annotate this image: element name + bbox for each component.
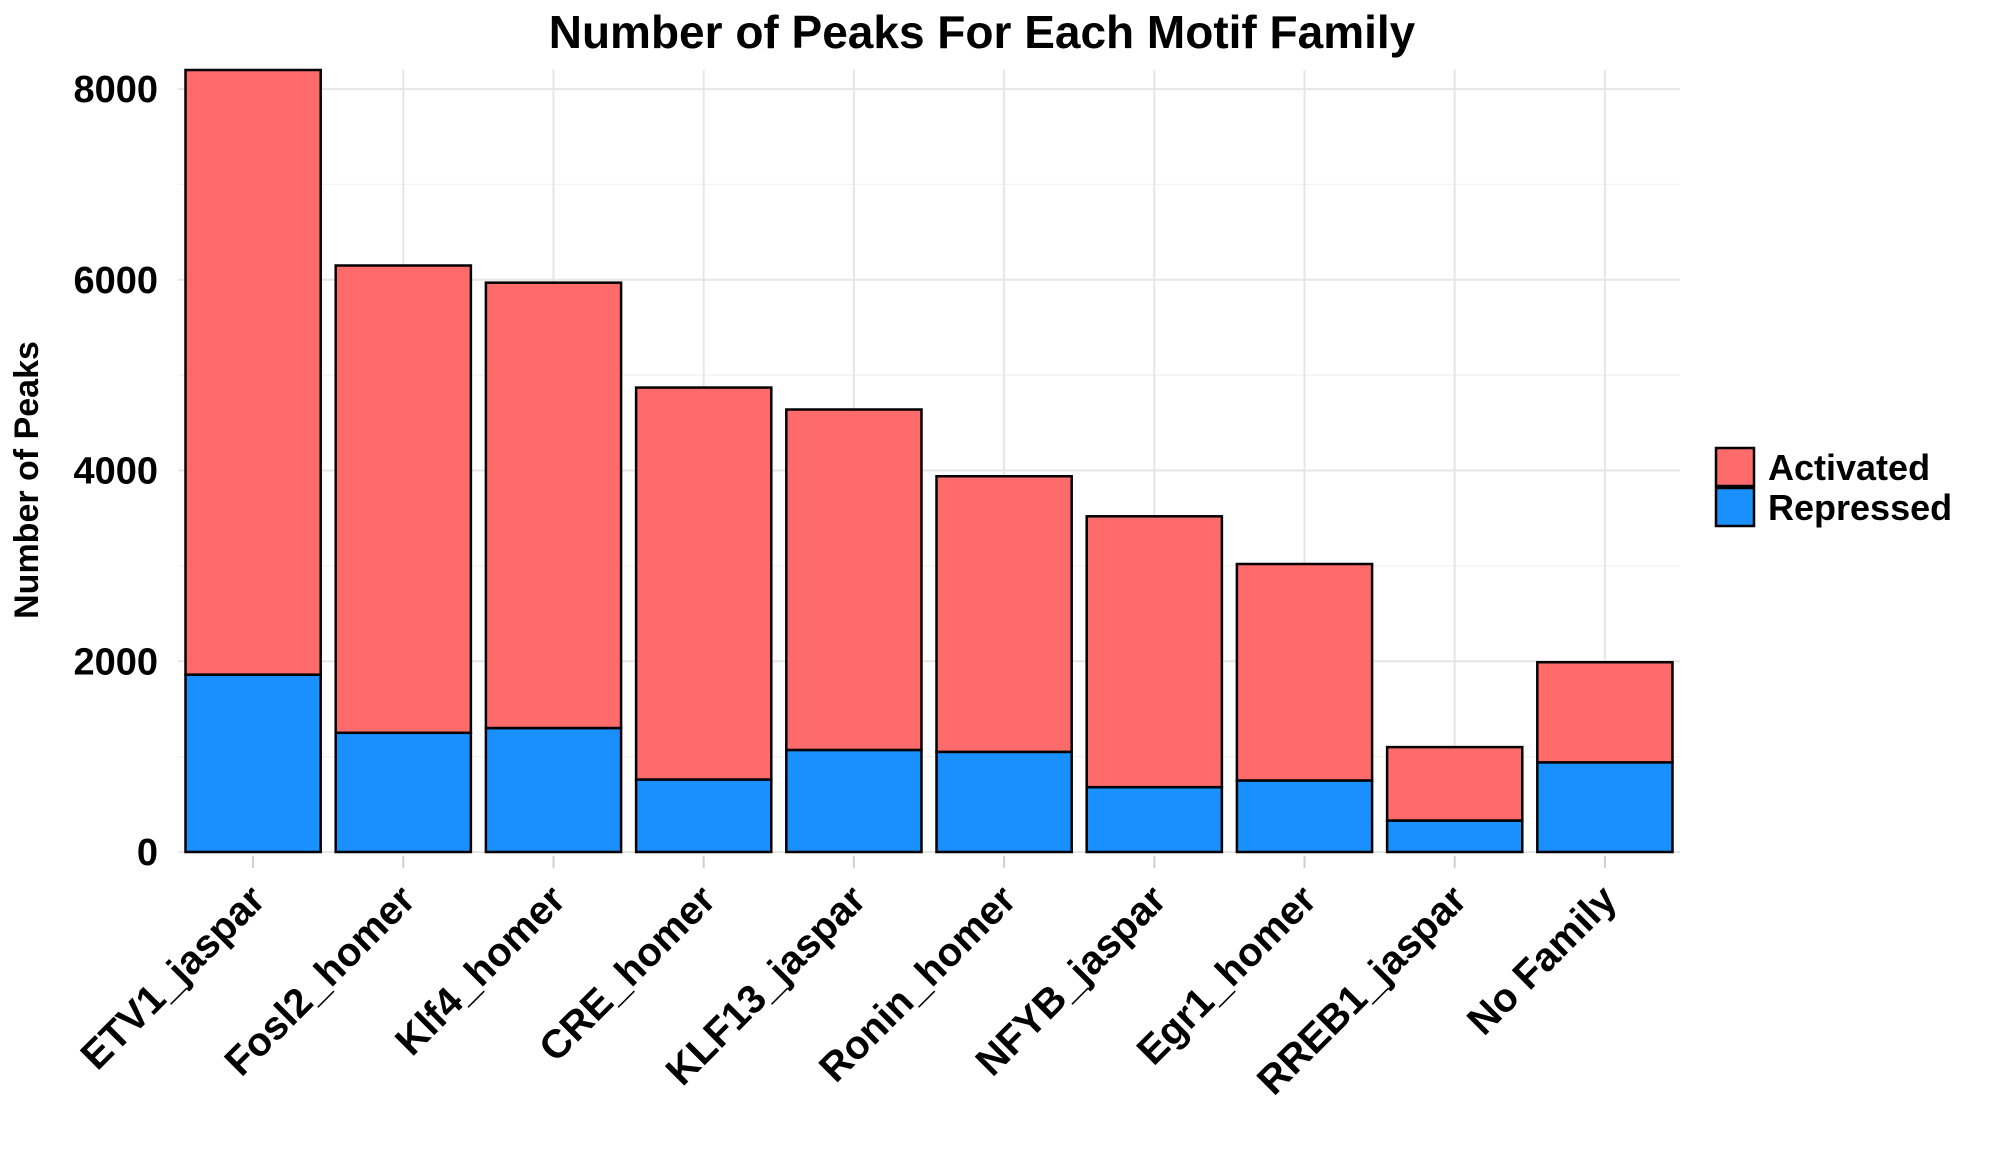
y-tick-label: 2000 xyxy=(73,641,158,683)
y-tick-label: 4000 xyxy=(73,451,158,493)
bar-repressed-fosl2-homer xyxy=(334,731,473,854)
bar-activated-no-family xyxy=(1536,660,1674,764)
bar-repressed-klf13-jaspar xyxy=(785,748,923,854)
bar-activated-ronin-homer xyxy=(935,475,1073,754)
bar-repressed-egr1-homer xyxy=(1235,779,1374,854)
bar-repressed-etv1-jaspar xyxy=(184,673,322,854)
legend-key-repressed xyxy=(1714,486,1756,528)
x-tick-label: No Family xyxy=(1459,877,1626,1044)
y-tick-label: 8000 xyxy=(73,69,158,111)
bar-repressed-klf4-homer xyxy=(484,726,623,854)
bar-repressed-rreb1-jaspar xyxy=(1385,819,1524,854)
y-axis-label: Number of Peaks xyxy=(8,341,46,619)
bar-activated-egr1-homer xyxy=(1235,562,1374,782)
bar-repressed-cre-homer xyxy=(634,778,773,854)
bar-activated-rreb1-jaspar xyxy=(1385,745,1524,822)
y-axis-ticks: 0 2000 4000 6000 8000 xyxy=(73,69,158,874)
bar-activated-klf4-homer xyxy=(484,281,623,730)
legend-label-activated: Activated xyxy=(1768,447,1930,488)
y-tick-label: 0 xyxy=(137,832,158,874)
bar-repressed-no-family xyxy=(1536,761,1674,854)
chart-title: Number of Peaks For Each Motif Family xyxy=(549,6,1416,58)
bar-activated-cre-homer xyxy=(634,386,773,781)
bar-activated-fosl2-homer xyxy=(334,264,473,735)
bar-repressed-ronin-homer xyxy=(935,750,1073,854)
y-tick-label: 6000 xyxy=(73,260,158,302)
legend-label-repressed: Repressed xyxy=(1768,487,1952,528)
legend-key-activated xyxy=(1714,446,1756,488)
x-axis-ticks: ETV1_jasparFosl2_homerKlf4_homerCRE_home… xyxy=(73,856,1626,1103)
bar-activated-nfyb-jaspar xyxy=(1085,515,1224,789)
bar-activated-etv1-jaspar xyxy=(184,68,322,676)
bar-activated-klf13-jaspar xyxy=(785,408,923,752)
bars xyxy=(184,68,1674,854)
bar-repressed-nfyb-jaspar xyxy=(1085,785,1224,854)
